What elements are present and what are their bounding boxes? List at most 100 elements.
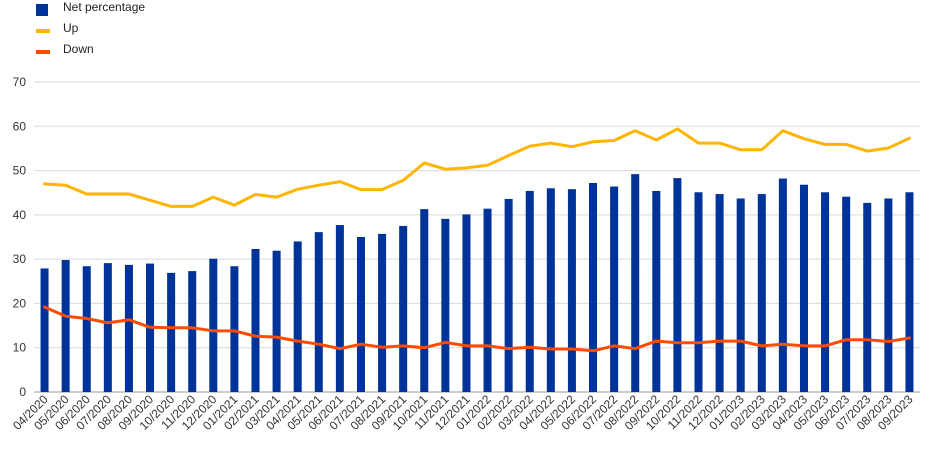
bar-net-percentage: [631, 174, 640, 392]
y-tick-label: 10: [13, 341, 27, 355]
bar-net-percentage: [441, 218, 450, 392]
point-down: [591, 349, 595, 353]
point-up: [866, 149, 869, 153]
point-up: [908, 137, 911, 140]
point-up: [212, 195, 215, 199]
bar-net-percentage: [272, 250, 281, 392]
point-down: [127, 318, 131, 322]
bar-net-percentage: [757, 194, 766, 392]
bar-net-percentage: [314, 232, 323, 392]
bar-net-percentage: [251, 248, 260, 392]
point-up: [338, 180, 342, 183]
point-up: [655, 138, 658, 142]
y-tick-label: 40: [13, 208, 27, 222]
point-up: [760, 148, 763, 151]
y-tick-label: 30: [13, 252, 27, 266]
legend-swatch-down: [36, 50, 50, 54]
bar-net-percentage: [378, 233, 387, 392]
bar-net-percentage: [905, 192, 914, 392]
point-down: [823, 344, 827, 348]
point-up: [148, 199, 152, 202]
bar-net-percentage: [335, 225, 344, 392]
line-series: [43, 127, 911, 353]
point-down: [64, 315, 67, 318]
legend-swatch-net-percentage: [36, 4, 48, 16]
y-tick-label: 60: [13, 119, 27, 133]
point-up: [380, 188, 384, 191]
point-down: [760, 344, 763, 348]
bar-net-percentage: [736, 198, 745, 392]
bar-net-percentage: [821, 192, 830, 392]
point-down: [655, 339, 658, 343]
point-up: [718, 141, 721, 145]
bar-net-percentage: [525, 190, 534, 392]
point-down: [359, 342, 363, 346]
point-down: [507, 347, 510, 350]
net-percentage-bars: [40, 174, 914, 392]
line-down: [43, 305, 911, 353]
point-up: [444, 168, 447, 171]
point-down: [528, 346, 531, 349]
point-up: [549, 141, 553, 145]
legend-swatch-up: [36, 29, 50, 33]
point-up: [85, 192, 88, 196]
point-up: [802, 137, 806, 140]
point-down: [887, 340, 890, 343]
y-tick-label: 20: [13, 296, 27, 310]
bar-net-percentage: [694, 192, 703, 392]
bar-net-percentage: [546, 188, 555, 392]
point-down: [718, 339, 721, 343]
point-down: [380, 346, 384, 349]
point-down: [43, 305, 46, 309]
bar-net-percentage: [82, 266, 91, 392]
point-up: [507, 154, 510, 157]
point-up: [739, 148, 742, 151]
point-down: [296, 339, 299, 343]
legend-label-net-percentage: Net percentage: [63, 0, 146, 14]
point-up: [486, 164, 489, 167]
bar-net-percentage: [399, 225, 408, 392]
point-down: [739, 339, 742, 343]
bar-net-percentage: [124, 264, 133, 392]
y-tick-label: 0: [19, 385, 26, 399]
point-up: [634, 129, 637, 132]
point-down: [338, 347, 342, 350]
bar-net-percentage: [567, 189, 576, 392]
point-up: [823, 143, 827, 146]
point-down: [802, 344, 806, 348]
point-down: [781, 342, 785, 346]
x-axis-tick-labels: 04/202005/202006/202007/202008/202009/20…: [10, 392, 916, 433]
point-up: [254, 193, 257, 196]
point-down: [106, 321, 110, 325]
point-down: [549, 347, 553, 351]
bar-net-percentage: [40, 268, 49, 392]
point-up: [43, 182, 46, 186]
y-axis-tick-labels: 0 10 20 30 40 50 60 70: [13, 75, 27, 399]
point-up: [887, 146, 890, 150]
point-down: [465, 344, 468, 348]
point-down: [676, 341, 679, 345]
bar-net-percentage: [483, 208, 492, 392]
point-up: [106, 192, 110, 196]
point-down: [423, 346, 426, 349]
bar-net-percentage: [61, 260, 70, 392]
point-down: [317, 342, 320, 346]
bar-net-percentage: [209, 258, 218, 392]
bar-net-percentage: [103, 263, 112, 392]
bar-net-percentage: [863, 202, 872, 392]
bar-net-percentage: [589, 182, 598, 392]
bar-net-percentage: [610, 186, 619, 392]
bar-net-percentage: [188, 271, 197, 392]
point-up: [612, 139, 616, 142]
point-down: [486, 344, 489, 348]
point-down: [169, 326, 173, 329]
point-down: [212, 329, 215, 333]
point-up: [169, 205, 173, 208]
point-down: [233, 329, 236, 333]
bar-net-percentage: [462, 214, 471, 392]
bar-net-percentage: [842, 196, 851, 392]
point-up: [528, 145, 531, 148]
bar-net-percentage: [778, 178, 787, 392]
y-tick-label: 50: [13, 164, 27, 178]
